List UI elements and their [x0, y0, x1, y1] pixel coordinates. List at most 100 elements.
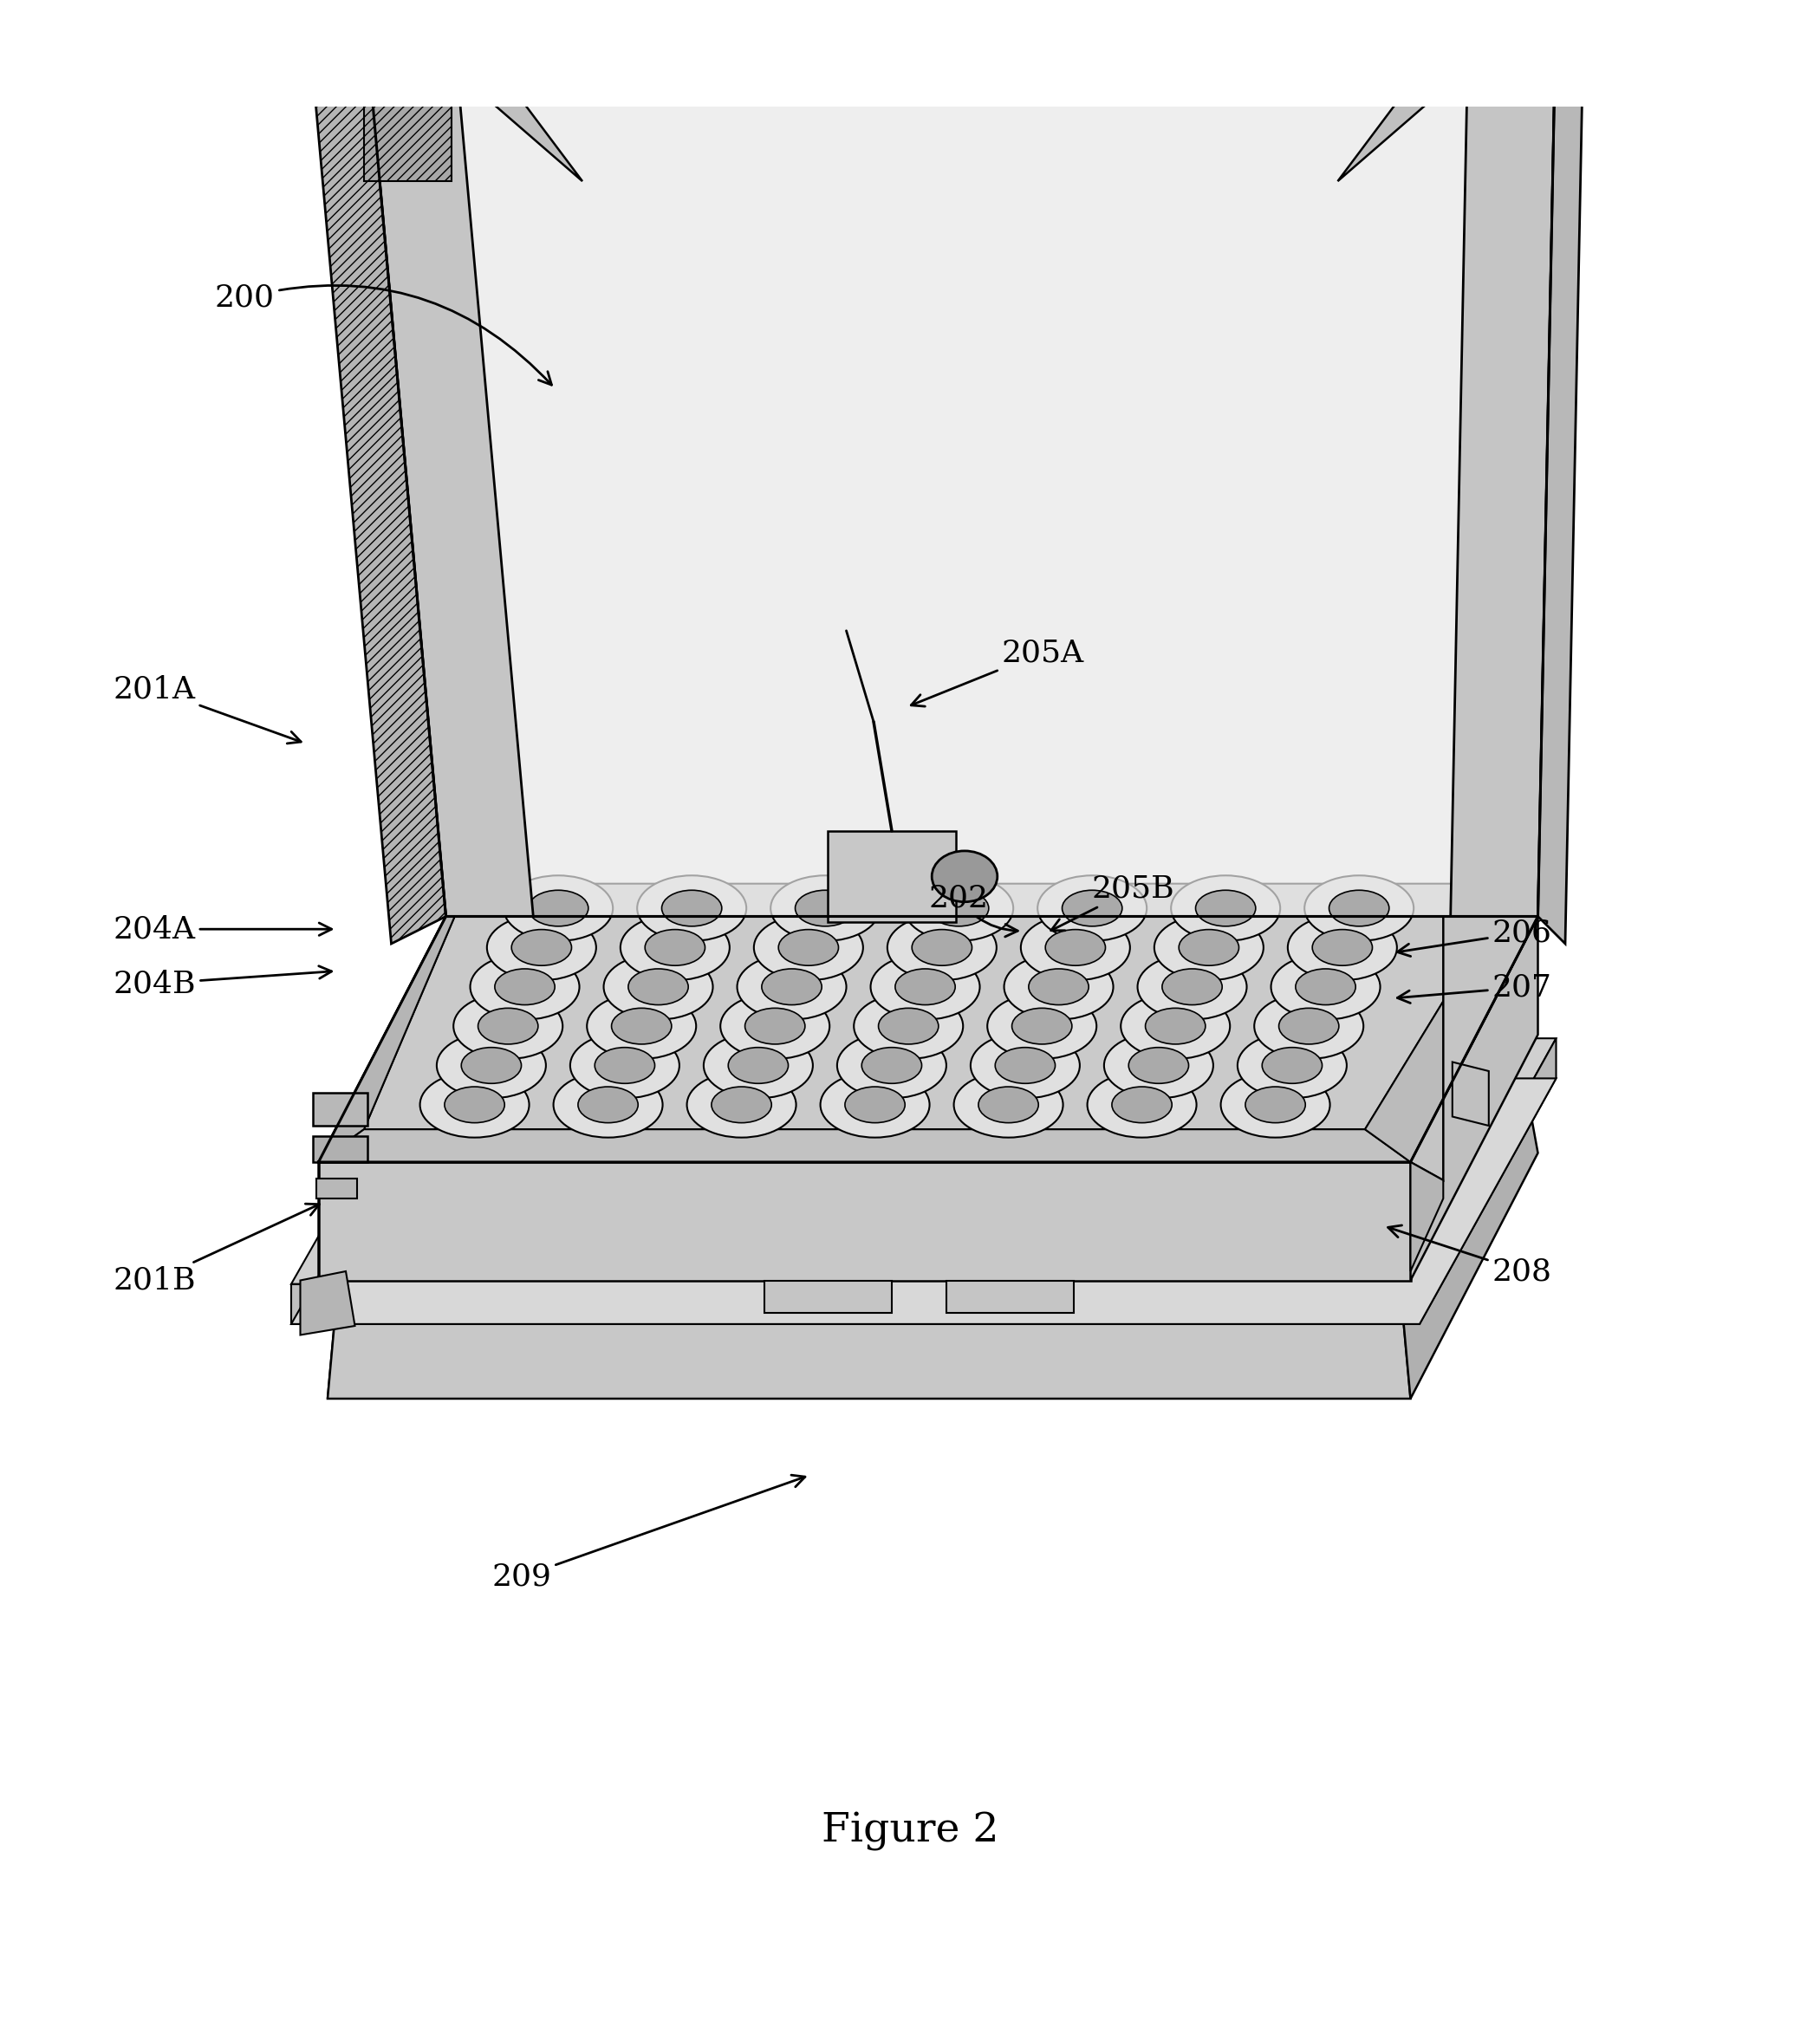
Polygon shape — [946, 1281, 1074, 1313]
Ellipse shape — [453, 994, 562, 1059]
Polygon shape — [364, 6, 533, 917]
Polygon shape — [1451, 6, 1556, 917]
Ellipse shape — [420, 1071, 530, 1138]
Ellipse shape — [870, 953, 979, 1021]
Polygon shape — [313, 1094, 368, 1126]
Ellipse shape — [1329, 890, 1389, 927]
Polygon shape — [318, 1163, 1411, 1281]
Ellipse shape — [970, 1033, 1079, 1098]
Ellipse shape — [1154, 915, 1263, 980]
Ellipse shape — [1261, 1047, 1321, 1084]
Ellipse shape — [779, 929, 839, 966]
Ellipse shape — [479, 1008, 539, 1045]
Polygon shape — [1365, 884, 1538, 1163]
Polygon shape — [364, 6, 451, 181]
Ellipse shape — [612, 1008, 672, 1045]
Ellipse shape — [979, 1088, 1039, 1122]
Ellipse shape — [1005, 953, 1114, 1021]
Ellipse shape — [553, 1071, 662, 1138]
Ellipse shape — [488, 915, 597, 980]
Polygon shape — [1410, 917, 1538, 1281]
Text: 207: 207 — [1398, 972, 1552, 1002]
Ellipse shape — [1270, 953, 1380, 1021]
Ellipse shape — [821, 1071, 930, 1138]
Ellipse shape — [528, 890, 588, 927]
Ellipse shape — [604, 953, 713, 1021]
Ellipse shape — [644, 929, 704, 966]
Ellipse shape — [1305, 876, 1414, 941]
Ellipse shape — [1037, 876, 1147, 941]
Ellipse shape — [637, 876, 746, 941]
Text: 202: 202 — [928, 884, 1017, 937]
Polygon shape — [309, 6, 446, 943]
Polygon shape — [364, 6, 1556, 917]
Ellipse shape — [628, 970, 688, 1004]
Ellipse shape — [728, 1047, 788, 1084]
Ellipse shape — [763, 970, 823, 1004]
Ellipse shape — [1163, 970, 1223, 1004]
Ellipse shape — [1028, 970, 1088, 1004]
Ellipse shape — [470, 953, 579, 1021]
Ellipse shape — [1012, 1008, 1072, 1045]
Ellipse shape — [854, 994, 963, 1059]
Polygon shape — [1410, 917, 1538, 1181]
Ellipse shape — [744, 1008, 804, 1045]
Ellipse shape — [662, 890, 723, 927]
Polygon shape — [291, 1039, 1556, 1285]
Ellipse shape — [879, 1008, 939, 1045]
Ellipse shape — [928, 890, 988, 927]
Ellipse shape — [888, 915, 997, 980]
Text: 206: 206 — [1398, 919, 1552, 956]
Polygon shape — [318, 917, 1538, 1163]
Ellipse shape — [1238, 1033, 1347, 1098]
Ellipse shape — [844, 1088, 905, 1122]
Ellipse shape — [932, 852, 997, 903]
Ellipse shape — [1063, 890, 1123, 927]
Ellipse shape — [737, 953, 846, 1021]
Polygon shape — [337, 1053, 1520, 1299]
Ellipse shape — [1121, 994, 1230, 1059]
Polygon shape — [291, 1077, 1556, 1323]
Polygon shape — [291, 1285, 1420, 1323]
Ellipse shape — [1279, 1008, 1340, 1045]
Ellipse shape — [912, 929, 972, 966]
Ellipse shape — [795, 890, 855, 927]
Text: Figure 2: Figure 2 — [821, 1811, 999, 1852]
Polygon shape — [764, 1281, 892, 1313]
Ellipse shape — [686, 1071, 795, 1138]
Text: 208: 208 — [1389, 1226, 1552, 1287]
Polygon shape — [364, 6, 1556, 67]
Ellipse shape — [495, 970, 555, 1004]
Ellipse shape — [1112, 1088, 1172, 1122]
Text: 200: 200 — [215, 283, 551, 384]
Polygon shape — [313, 1136, 368, 1163]
Ellipse shape — [586, 994, 695, 1059]
Ellipse shape — [437, 1033, 546, 1098]
Ellipse shape — [444, 1088, 504, 1122]
Ellipse shape — [954, 1071, 1063, 1138]
Ellipse shape — [570, 1033, 679, 1098]
Ellipse shape — [861, 1047, 921, 1084]
Ellipse shape — [1087, 1071, 1196, 1138]
Ellipse shape — [595, 1047, 655, 1084]
Polygon shape — [318, 917, 446, 1281]
Ellipse shape — [1021, 915, 1130, 980]
Ellipse shape — [1179, 929, 1239, 966]
Ellipse shape — [460, 1047, 521, 1084]
Ellipse shape — [837, 1033, 946, 1098]
Polygon shape — [1410, 1163, 1443, 1271]
Polygon shape — [1538, 6, 1583, 943]
Ellipse shape — [1138, 953, 1247, 1021]
Ellipse shape — [1289, 915, 1398, 980]
Ellipse shape — [895, 970, 956, 1004]
Ellipse shape — [1296, 970, 1356, 1004]
Ellipse shape — [770, 876, 879, 941]
Ellipse shape — [1170, 876, 1279, 941]
Ellipse shape — [1312, 929, 1372, 966]
Text: 205A: 205A — [912, 638, 1083, 705]
Polygon shape — [1401, 1053, 1538, 1399]
Ellipse shape — [1245, 1088, 1305, 1122]
Ellipse shape — [1221, 1071, 1330, 1138]
Ellipse shape — [511, 929, 571, 966]
Polygon shape — [1338, 6, 1556, 181]
